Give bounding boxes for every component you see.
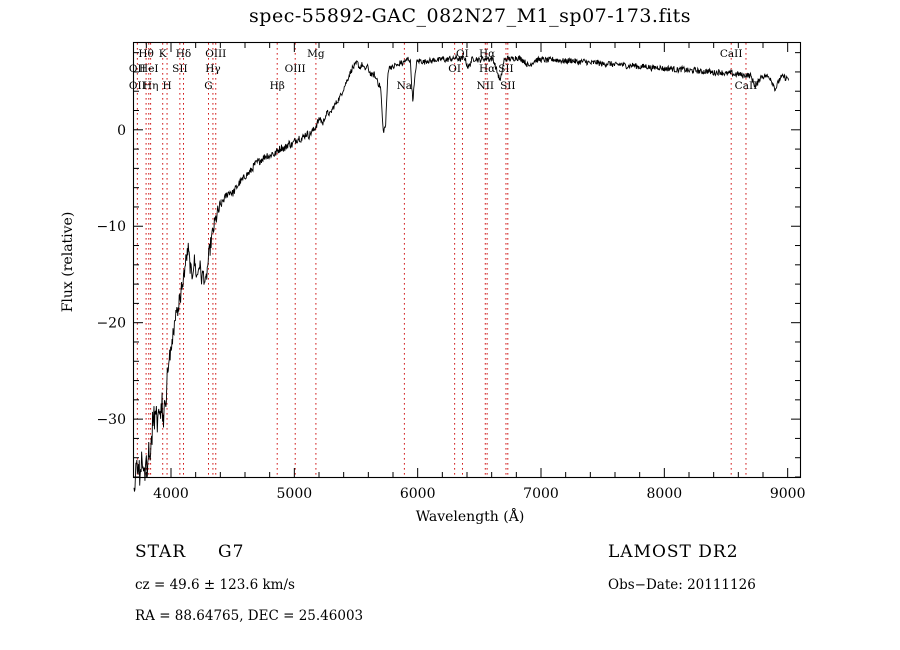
spectrum-trace xyxy=(133,53,790,492)
spectral-line-label: K xyxy=(159,48,167,60)
spectral-line-label: Mg xyxy=(307,48,325,60)
y-axis-major-ticks xyxy=(134,129,800,420)
spectral-line-label: SII xyxy=(498,63,514,75)
spectral-line-label: OIII xyxy=(205,48,226,60)
spectral-line-label: Hθ xyxy=(138,48,153,60)
x-tick-label: 8000 xyxy=(647,486,683,502)
plot-border xyxy=(132,41,802,479)
x-tick-label: 5000 xyxy=(277,486,313,502)
spectral-line-label: OI xyxy=(456,48,469,60)
redshift-velocity-text: cz = 49.6 ± 123.6 km/s xyxy=(135,577,295,593)
spectral-line-label: OIII xyxy=(285,63,306,75)
spectral-line-label: OII xyxy=(129,63,146,75)
spectral-line-label: G xyxy=(204,80,212,92)
axes-frame xyxy=(132,41,802,479)
y-axis-minor-ticks xyxy=(134,52,800,478)
x-axis-tick-labels: 4000 5000 6000 7000 8000 9000 xyxy=(153,486,805,502)
obs-date-text: Obs−Date: 20111126 xyxy=(608,577,756,593)
y-tick-label: 0 xyxy=(117,123,126,139)
spectral-line-label: H xyxy=(162,80,171,92)
spectral-line-label: SII xyxy=(500,80,516,92)
x-axis-major-ticks xyxy=(170,43,789,477)
spectral-line-label: Hα xyxy=(479,48,495,60)
page-title: spec-55892-GAC_082N27_M1_sp07-173.fits xyxy=(249,5,691,27)
y-tick-label: −20 xyxy=(96,316,126,332)
x-tick-label: 9000 xyxy=(770,486,806,502)
x-axis-label: Wavelength (Å) xyxy=(416,507,525,525)
spectral-line-label: Hη xyxy=(143,80,158,92)
x-axis-minor-ticks xyxy=(145,43,764,477)
x-tick-label: 6000 xyxy=(400,486,436,502)
spectral-type-label: G7 xyxy=(218,542,244,562)
spectral-line-labels: OIIOIIHθHeIHηKHSIIHδGHγOIIIHβOIIIMgNaOIO… xyxy=(129,48,757,92)
coordinates-text: RA = 88.64765, DEC = 25.46003 xyxy=(135,608,363,624)
spectral-line-label: Hγ xyxy=(205,63,220,75)
spectral-line-label: Hδ xyxy=(176,48,191,60)
y-tick-label: −10 xyxy=(96,219,126,235)
y-axis-tick-labels: 0 −10 −20 −30 xyxy=(96,123,126,428)
spectral-line-label: CaII xyxy=(735,80,758,92)
spectral-line-label: NII xyxy=(477,80,494,92)
spectral-line-label: Hβ xyxy=(270,80,285,92)
y-tick-label: −30 xyxy=(96,412,126,428)
object-class-label: STAR xyxy=(135,542,186,562)
spectral-line-label: OII xyxy=(129,80,146,92)
spectral-line-label: OI xyxy=(448,63,461,75)
x-tick-label: 7000 xyxy=(523,486,559,502)
x-tick-label: 4000 xyxy=(153,486,189,502)
spectral-line-label: Na xyxy=(397,80,412,92)
survey-label: LAMOST DR2 xyxy=(608,542,739,562)
spectral-line-label: CaII xyxy=(720,48,743,60)
y-axis-label: Flux (relative) xyxy=(60,212,76,313)
spectral-line-label: HeI xyxy=(139,63,159,75)
spectral-line-label: Hα xyxy=(479,63,495,75)
flux-curve xyxy=(133,53,790,492)
spectral-line-label: SII xyxy=(172,63,188,75)
